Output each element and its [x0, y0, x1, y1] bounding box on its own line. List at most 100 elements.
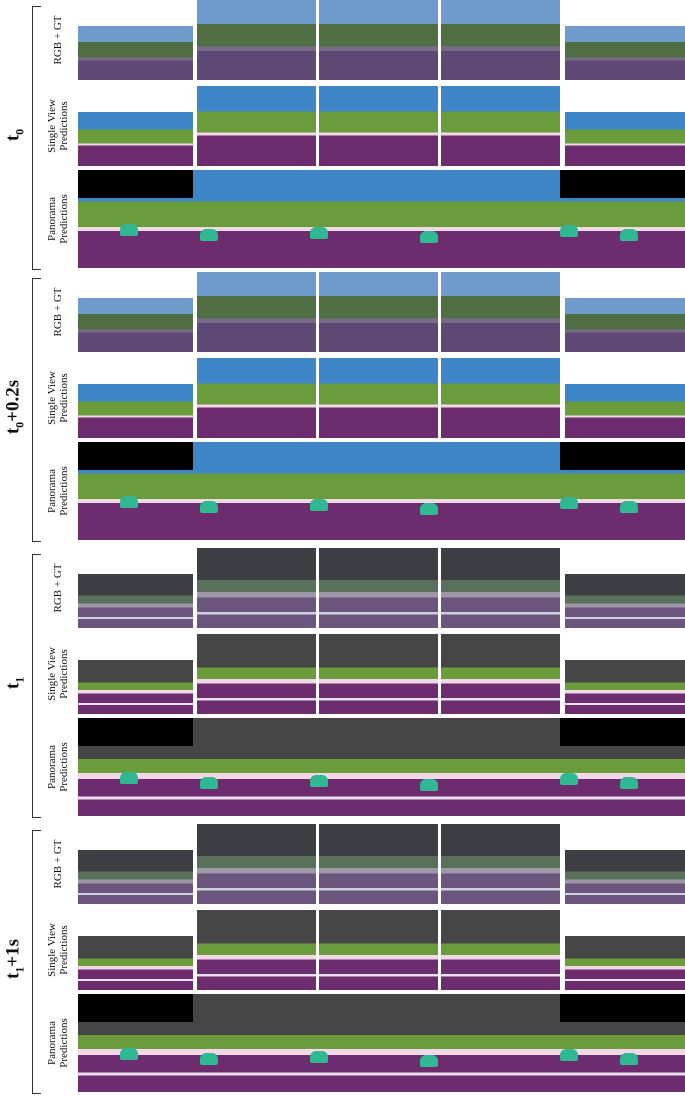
row-label: RGB + GT [52, 16, 64, 65]
car-segment [620, 1052, 638, 1065]
row-label: RGB + GT [52, 288, 64, 337]
row-label-line: RGB + GT [52, 287, 64, 337]
front-view-image [441, 86, 560, 166]
side-view-image [78, 298, 193, 352]
panorama-void-left [78, 442, 193, 470]
front-view-image [197, 0, 316, 80]
front-view-image [441, 548, 560, 628]
car-segment [200, 500, 218, 513]
side-view-image [78, 574, 193, 628]
side-view-image [78, 112, 193, 166]
front-view-image [319, 0, 438, 80]
row-label-line: Predictions [58, 925, 70, 975]
front-view-image [441, 824, 560, 904]
row-label-line: Predictions [58, 194, 70, 244]
row-label: Single View Predictions [46, 99, 70, 153]
front-view-image [197, 358, 316, 438]
front-view-image [197, 910, 316, 990]
row-label: Panorama Predictions [46, 194, 70, 244]
panorama-void-left [78, 718, 193, 746]
row-label: Panorama Predictions [46, 742, 70, 792]
row-label-line: Panorama [46, 1021, 58, 1065]
front-view-image [441, 0, 560, 80]
side-view-image [78, 850, 193, 904]
car-segment [420, 778, 438, 791]
row-label: RGB + GT [52, 840, 64, 889]
row-label-line: RGB + GT [52, 839, 64, 889]
side-view-image [565, 850, 685, 904]
panorama-void-left [78, 994, 193, 1022]
car-segment [420, 502, 438, 515]
car-segment [200, 228, 218, 241]
time-suffix: +1s [2, 938, 24, 967]
row-label-line: Panorama [46, 197, 58, 241]
front-view-image [197, 548, 316, 628]
car-segment [620, 776, 638, 789]
group-bracket [32, 554, 41, 818]
row-label-line: Single View [46, 647, 58, 701]
front-view-image [319, 272, 438, 352]
car-segment [120, 1047, 138, 1060]
side-view-image [565, 298, 685, 352]
front-view-image [319, 824, 438, 904]
car-segment [560, 496, 578, 509]
time-sub: 0 [12, 421, 27, 428]
row-label-line: Panorama [46, 469, 58, 513]
car-segment [620, 228, 638, 241]
car-segment [120, 495, 138, 508]
car-segment [560, 224, 578, 237]
time-label: t0 [3, 129, 28, 141]
car-segment [310, 226, 328, 239]
row-label: Panorama Predictions [46, 466, 70, 516]
front-view-image [441, 272, 560, 352]
row-label: Single View Predictions [46, 923, 70, 977]
row-label-line: Predictions [58, 742, 70, 792]
car-segment [200, 1052, 218, 1065]
car-segment [310, 774, 328, 787]
car-segment [560, 772, 578, 785]
car-segment [120, 771, 138, 784]
car-segment [560, 1048, 578, 1061]
front-view-image [319, 358, 438, 438]
time-base: t [2, 682, 24, 690]
row-label: Single View Predictions [46, 371, 70, 425]
group-bracket [32, 830, 41, 1094]
side-view-image [565, 26, 685, 80]
front-view-image [197, 272, 316, 352]
row-label-line: RGB + GT [52, 563, 64, 613]
row-label-line: Predictions [58, 373, 70, 423]
time-label: t1 [3, 677, 28, 689]
front-view-image [319, 548, 438, 628]
row-label-line: Single View [46, 923, 58, 977]
front-view-image [319, 86, 438, 166]
panorama-void-right [560, 718, 685, 746]
side-view-image [78, 936, 193, 990]
front-view-image [197, 86, 316, 166]
row-label: Panorama Predictions [46, 1018, 70, 1068]
panorama-void-right [560, 442, 685, 470]
front-view-image [441, 634, 560, 714]
time-sub: 1 [12, 966, 27, 973]
car-segment [310, 1050, 328, 1063]
row-label-line: Predictions [58, 101, 70, 151]
front-view-image [441, 910, 560, 990]
group-bracket [32, 278, 41, 542]
time-label: t1+1s [3, 939, 28, 979]
time-base: t [2, 972, 24, 980]
front-view-image [197, 634, 316, 714]
car-segment [200, 776, 218, 789]
front-view-image [441, 358, 560, 438]
row-label-line: Panorama [46, 745, 58, 789]
row-label-line: Predictions [58, 649, 70, 699]
row-label: RGB + GT [52, 564, 64, 613]
panorama-void-right [560, 994, 685, 1022]
group-bracket [32, 6, 41, 270]
time-sub: 1 [12, 676, 27, 683]
side-view-image [565, 660, 685, 714]
side-view-image [78, 26, 193, 80]
side-view-image [78, 660, 193, 714]
row-label-line: RGB + GT [52, 15, 64, 65]
car-segment [420, 1054, 438, 1067]
time-base: t [2, 427, 24, 435]
